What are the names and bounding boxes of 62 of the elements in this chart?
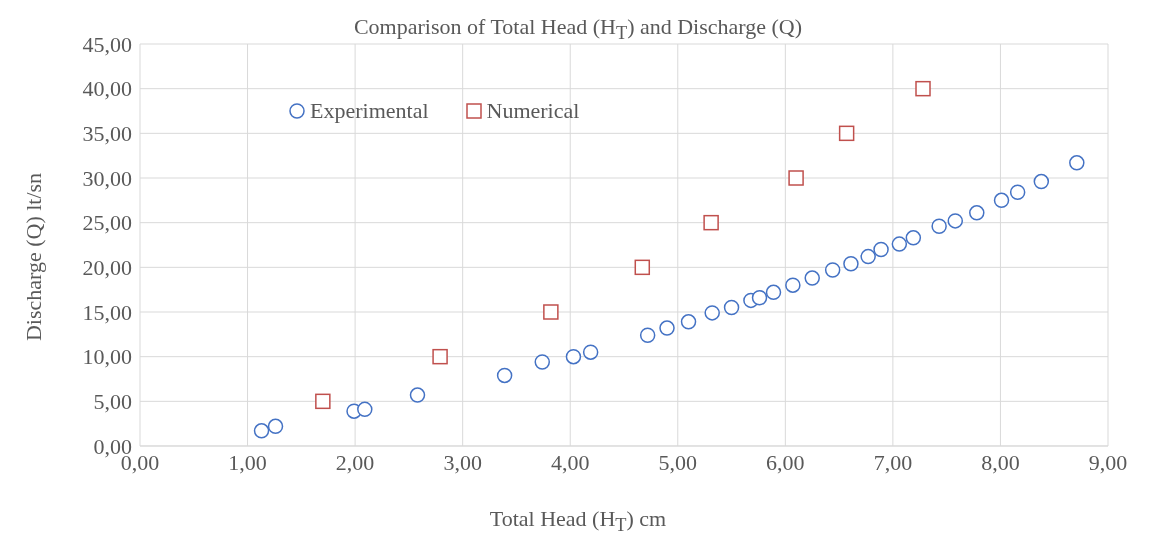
point [680, 314, 697, 330]
x-tick-label: 5,00 [658, 449, 698, 475]
point [1033, 173, 1050, 190]
x-tick-label: 6,00 [766, 449, 805, 475]
y-tick-label: 30,00 [82, 165, 132, 191]
point [751, 289, 768, 306]
x-tick-label: 2,00 [335, 449, 375, 475]
point [873, 241, 889, 258]
point [905, 230, 922, 246]
point [931, 218, 947, 234]
point [765, 284, 782, 301]
y-tick-label: 20,00 [82, 255, 132, 281]
point [788, 170, 804, 186]
point [1009, 184, 1026, 201]
point [843, 256, 859, 272]
point [860, 248, 876, 265]
x-tick-label: 7,00 [873, 449, 913, 475]
point [838, 125, 855, 142]
y-tick-label: 35,00 [82, 121, 132, 147]
point [409, 387, 426, 403]
point [543, 304, 559, 320]
x-tick-label: 1,00 [228, 449, 267, 475]
point [993, 192, 1010, 209]
y-tick-label: 40,00 [82, 76, 132, 102]
point [785, 277, 801, 293]
x-tick-label: 4,00 [550, 449, 590, 475]
y-tick-label: 5,00 [93, 389, 132, 415]
point [639, 327, 656, 343]
point [703, 214, 719, 231]
y-tick-label: 15,00 [82, 299, 132, 325]
y-tick-label: 45,00 [82, 31, 132, 57]
legend-label: Numerical [485, 98, 580, 124]
point [915, 80, 931, 97]
y-axis-title: Discharge (Q) lt/sn [21, 172, 47, 342]
point [891, 236, 908, 252]
point [496, 367, 513, 384]
point [565, 348, 582, 365]
x-axis-title: Total Head (H$_{T}$) cm [488, 505, 668, 537]
point [659, 320, 675, 336]
chart-title: Comparison of Total Head (H$_{T}$) and Discharge (Q) [353, 14, 803, 44]
point [634, 259, 651, 276]
point [1069, 155, 1085, 171]
point [947, 213, 964, 229]
point [315, 393, 331, 410]
y-tick-label: 25,00 [82, 210, 132, 236]
point [357, 401, 373, 418]
point [253, 423, 270, 439]
point [969, 205, 985, 221]
x-tick-label: 3,00 [443, 449, 482, 475]
point [582, 344, 599, 360]
point [704, 305, 720, 321]
point [432, 348, 448, 365]
y-tick-label: 10,00 [82, 344, 132, 370]
x-tick-label: 8,00 [981, 449, 1020, 475]
point [804, 270, 820, 286]
legend-label: Experimental [309, 98, 429, 124]
y-tick-label: 0,00 [93, 433, 132, 459]
point [723, 299, 740, 316]
point [824, 262, 841, 278]
point [267, 418, 284, 435]
point [534, 354, 551, 370]
x-tick-label: 9,00 [1088, 449, 1128, 475]
